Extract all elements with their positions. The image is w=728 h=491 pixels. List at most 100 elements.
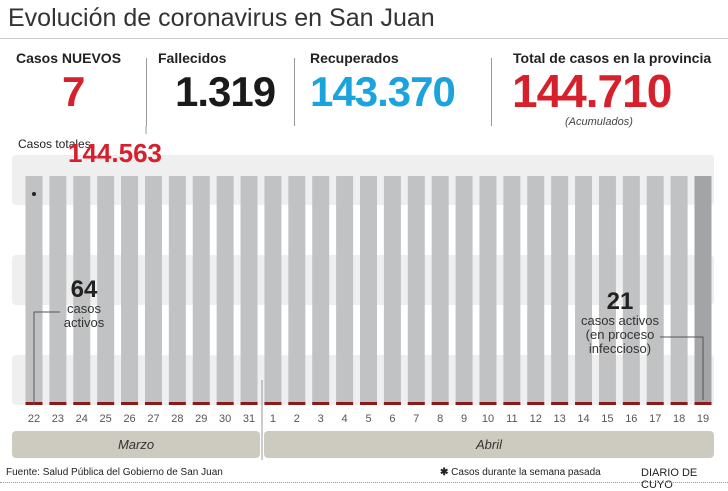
bar-2 <box>288 176 306 405</box>
day-label: 23 <box>52 413 64 425</box>
bar-17 <box>646 176 664 405</box>
active-bar-9 <box>455 402 473 405</box>
source: Fuente: Salud Pública del Gobierno de Sa… <box>6 467 223 478</box>
active-bar-18 <box>670 402 688 405</box>
annotation-end: 21 casos activos (en proceso infeccioso) <box>578 290 662 356</box>
active-start-value: 64 <box>70 276 98 303</box>
bar-6 <box>383 176 401 405</box>
bar-12 <box>527 176 545 405</box>
bar-9 <box>455 176 473 405</box>
active-bar-29 <box>192 402 210 405</box>
deaths-label: Fallecidos <box>158 50 227 66</box>
day-label: 18 <box>673 413 685 425</box>
active-bar-13 <box>551 402 569 405</box>
bar-18 <box>670 176 688 405</box>
divider <box>146 58 147 126</box>
active-bar-31 <box>240 402 258 405</box>
bar-23 <box>49 176 67 405</box>
bar-16 <box>622 176 640 405</box>
bar-15 <box>598 176 616 405</box>
bar-7 <box>407 176 425 405</box>
legend: ✱ Casos durante la semana pasada <box>440 467 601 478</box>
bar-8 <box>431 176 449 405</box>
bar-26 <box>121 176 139 405</box>
active-bar-17 <box>646 402 664 405</box>
active-bar-19 <box>694 402 712 405</box>
recovered-value: 143.370 <box>310 68 456 115</box>
day-label: 24 <box>76 413 88 425</box>
brand: DIARIO DE CUYO <box>641 467 698 491</box>
active-bar-10 <box>479 402 497 405</box>
day-label: 6 <box>389 413 395 425</box>
bar-31 <box>240 176 258 405</box>
day-label: 3 <box>318 413 324 425</box>
active-bar-3 <box>312 402 330 405</box>
active-bar-16 <box>622 402 640 405</box>
month-marzo: Marzo <box>12 431 260 458</box>
active-bar-28 <box>168 402 186 405</box>
deaths-value: 1.319 <box>175 68 276 115</box>
active-bar-26 <box>121 402 139 405</box>
bar-22 <box>25 176 43 405</box>
accumulated-note: (Acumulados) <box>565 116 633 128</box>
day-label: 2 <box>294 413 300 425</box>
active-end-value: 21 <box>606 288 634 315</box>
divider <box>0 38 728 39</box>
divider <box>294 58 295 126</box>
divider <box>491 58 492 126</box>
bar-4 <box>336 176 354 405</box>
day-label: 13 <box>554 413 566 425</box>
bar-28 <box>168 176 186 405</box>
day-label: 12 <box>530 413 542 425</box>
active-bar-12 <box>527 402 545 405</box>
day-label: 16 <box>625 413 637 425</box>
day-label: 25 <box>100 413 112 425</box>
active-bar-2 <box>288 402 306 405</box>
bar-19 <box>694 176 712 405</box>
bar-1 <box>264 176 282 405</box>
day-label: 26 <box>123 413 135 425</box>
total-province-value: 144.710 <box>512 65 672 117</box>
total-cases-value: 144.563 <box>68 138 162 168</box>
day-label: 9 <box>461 413 467 425</box>
day-label: 14 <box>577 413 589 425</box>
day-label: 27 <box>147 413 159 425</box>
footer-divider <box>0 482 728 483</box>
active-bar-5 <box>360 402 377 405</box>
active-bar-7 <box>407 402 425 405</box>
active-bar-23 <box>49 402 67 405</box>
active-bar-1 <box>264 402 282 405</box>
legend-text: Casos durante la semana pasada <box>451 467 601 478</box>
total-province-label: Total de casos en la provincia <box>513 50 712 66</box>
day-label: 30 <box>219 413 231 425</box>
day-label: 29 <box>195 413 207 425</box>
bar-5 <box>360 176 377 405</box>
month-abril: Abril <box>264 431 714 458</box>
day-label: 5 <box>365 413 371 425</box>
active-bar-6 <box>383 402 401 405</box>
day-label: 22 <box>28 413 40 425</box>
leader-line <box>660 336 704 400</box>
day-label: 10 <box>482 413 494 425</box>
bar-11 <box>503 176 521 405</box>
bar-14 <box>575 176 593 405</box>
page-title: Evolución de coronavirus en San Juan <box>8 4 435 32</box>
active-bar-11 <box>503 402 521 405</box>
recovered-label: Recuperados <box>310 50 399 66</box>
bar-24 <box>73 176 91 405</box>
active-start-text: casos activos <box>63 301 105 330</box>
bar-13 <box>551 176 569 405</box>
active-bar-30 <box>216 402 234 405</box>
day-label: 31 <box>243 413 255 425</box>
bar-3 <box>312 176 330 405</box>
day-label: 7 <box>413 413 419 425</box>
active-bar-15 <box>598 402 616 405</box>
leader-line <box>33 311 60 405</box>
day-label: 15 <box>601 413 613 425</box>
new-cases-label: Casos NUEVOS <box>16 50 122 66</box>
bar-25 <box>97 176 115 405</box>
active-bar-8 <box>431 402 449 405</box>
day-label: 4 <box>342 413 348 425</box>
day-label: 17 <box>649 413 661 425</box>
